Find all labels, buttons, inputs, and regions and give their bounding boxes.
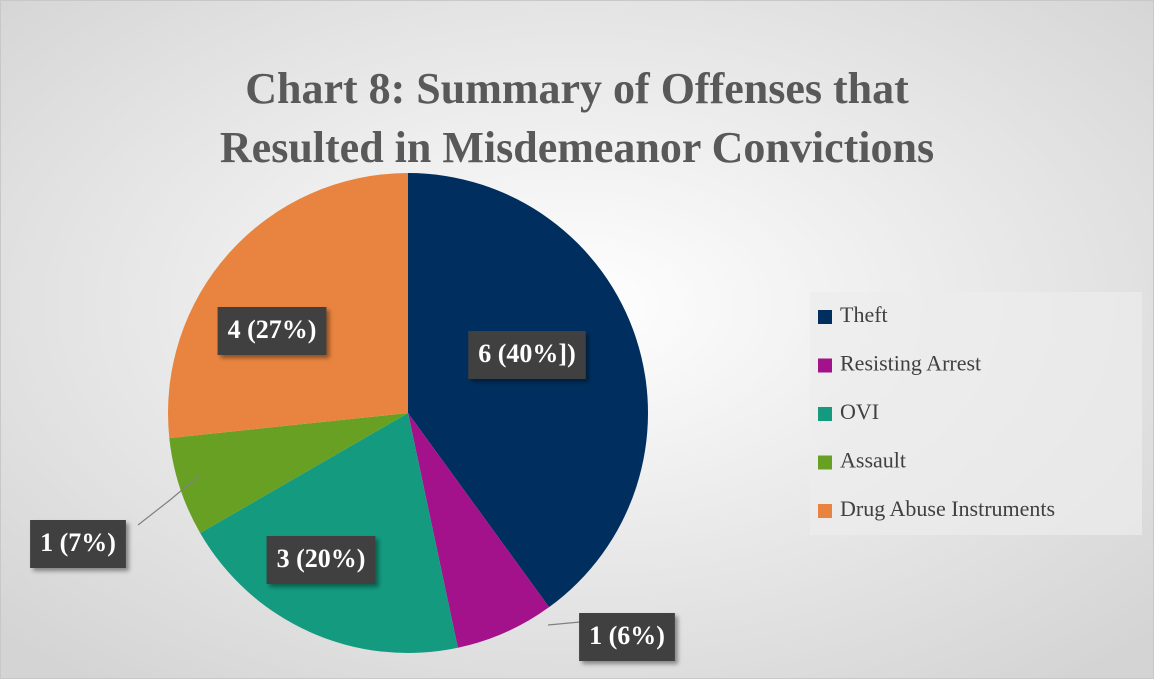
pie-slice [200, 413, 458, 653]
leader-line [137, 474, 201, 526]
data-label-box [266, 536, 376, 584]
legend-label: Drug Abuse Instruments [840, 496, 1055, 521]
legend-box [810, 292, 1142, 535]
legend-swatch [818, 504, 832, 518]
pie-slice [168, 173, 408, 439]
data-label: 4 (27%) [228, 315, 317, 344]
data-label-box [579, 613, 675, 661]
legend-swatch [818, 358, 832, 373]
legend-swatch [818, 310, 832, 324]
data-label-box [468, 331, 586, 379]
pie-slice [408, 413, 550, 648]
data-label-box [30, 520, 126, 568]
pie-slice [408, 173, 649, 608]
legend-swatch [818, 407, 832, 421]
legend-label: OVI [840, 399, 879, 424]
data-label: 3 (20%) [277, 544, 366, 573]
data-label: 1 (7%) [40, 528, 116, 557]
chart-title: Resulted in Misdemeanor Convictions [220, 123, 934, 172]
legend-label: Assault [840, 448, 906, 473]
legend-label: Resisting Arrest [840, 351, 981, 376]
data-label: 1 (6%) [589, 621, 665, 650]
leader-line [547, 621, 581, 626]
data-label-box [217, 307, 327, 355]
pie-slice [169, 413, 408, 533]
legend-swatch [818, 455, 832, 470]
data-label: 6 (40%]) [478, 339, 575, 368]
legend-label: Theft [840, 302, 888, 327]
chart-title: Chart 8: Summary of Offenses that [245, 64, 909, 113]
